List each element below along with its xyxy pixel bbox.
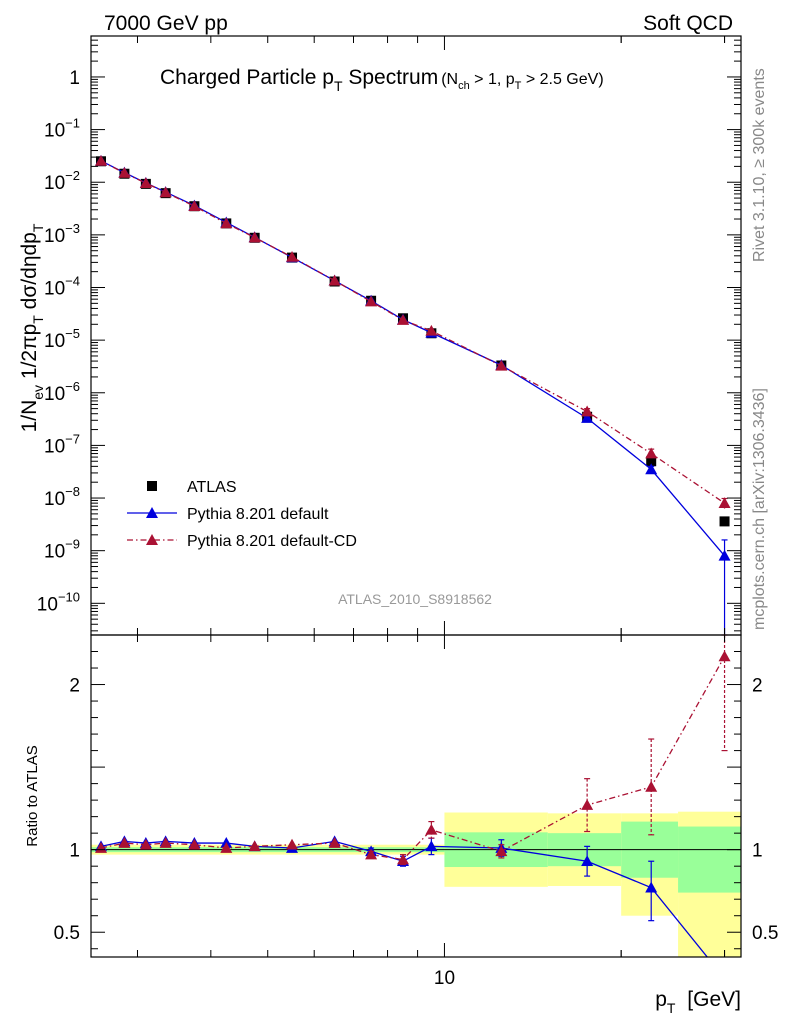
main-line-1 xyxy=(100,160,726,557)
ratio-point-1-15 xyxy=(718,650,731,662)
y-tick-label-7: 10−3 xyxy=(44,221,80,247)
mcplots-label: mcplots.cern.ch [arXiv:1306.3436] xyxy=(751,388,768,630)
ratio-ytick-label-right-1: 1 xyxy=(752,841,763,862)
ratio-point-0-14 xyxy=(645,881,658,893)
ratio-ytick-label-right-0: 0.5 xyxy=(752,923,778,944)
header-left: 7000 GeV pp xyxy=(104,12,228,35)
main-line-2 xyxy=(100,160,725,504)
y-tick-label-6: 10−4 xyxy=(44,273,80,299)
ratio-point-1-6 xyxy=(248,840,261,852)
y-tick-label-2: 10−8 xyxy=(44,484,80,510)
main-panel: 10−10 10−9 10−8 10−7 10−6 10−5 10−4 10−3 10−2 10−… xyxy=(18,35,742,636)
ratio-point-0-11 xyxy=(425,840,438,852)
ratio-panel: 10 0.5 0.5 1 1 2 2 Ratio to ATLAS pT [GeV] xyxy=(24,634,778,1016)
ratio-ytick-label-left-2: 2 xyxy=(69,676,80,697)
ratio-point-1-7 xyxy=(286,838,299,850)
y-tick-label-9: 10−1 xyxy=(44,116,80,142)
main-point-2-1 xyxy=(118,166,131,178)
ratio-line-1 xyxy=(100,656,726,861)
ratio-point-1-5 xyxy=(220,842,233,853)
chart-title: Charged Particle pT Spectrum (Nch > 1, pT… xyxy=(160,66,604,94)
ratio-marks xyxy=(91,634,741,957)
y-tick-label-3: 10−7 xyxy=(44,431,80,457)
ratio-ylabel: Ratio to ATLAS xyxy=(24,745,41,846)
x-tick-label-0: 10 xyxy=(434,968,455,989)
main-point-2-15 xyxy=(718,497,731,508)
ratio-ytick-label-left-0: 0.5 xyxy=(54,923,80,944)
watermark: ATLAS_2010_S8918562 xyxy=(338,591,492,607)
ratio-ticks: 10 0.5 0.5 1 1 2 2 xyxy=(54,634,778,989)
main-point-2-10 xyxy=(397,314,410,325)
main-point-atlas-14 xyxy=(646,456,657,467)
legend-label-cd: Pythia 8.201 default-CD xyxy=(187,533,357,550)
main-point-2-13 xyxy=(581,405,594,417)
main-point-1-15 xyxy=(718,549,731,561)
main-point-2-9 xyxy=(365,295,378,307)
y-tick-label-5: 10−5 xyxy=(44,326,80,352)
ratio-point-1-4 xyxy=(188,838,201,850)
ratio-point-1-8 xyxy=(328,837,341,848)
main-point-2-0 xyxy=(94,155,107,166)
ratio-point-1-1 xyxy=(118,837,131,848)
ratio-point-1-2 xyxy=(139,838,152,850)
legend-label-atlas: ATLAS xyxy=(187,479,237,496)
legend-label-default: Pythia 8.201 default xyxy=(187,506,329,523)
ratio-point-1-14 xyxy=(645,780,658,792)
main-point-2-3 xyxy=(159,186,172,198)
ratio-point-1-3 xyxy=(159,837,172,848)
legend: ATLAS Pythia 8.201 default Pythia 8.201 … xyxy=(127,479,357,550)
main-marks xyxy=(94,154,731,635)
y-tick-label-0: 10−10 xyxy=(37,589,80,615)
legend-marker-cd xyxy=(146,534,158,545)
legend-marker-default xyxy=(146,507,158,518)
ratio-point-1-10 xyxy=(397,853,410,865)
ratio-ytick-label-right-2: 2 xyxy=(752,676,763,697)
ratio-point-1-12 xyxy=(495,845,508,857)
main-point-1-13 xyxy=(581,412,594,423)
rivet-label: Rivet 3.1.10, ≥ 300k events xyxy=(751,68,768,262)
main-point-2-11 xyxy=(425,324,438,336)
ratio-point-1-9 xyxy=(365,848,378,860)
main-point-2-2 xyxy=(139,177,152,188)
y-tick-label-10: 1 xyxy=(69,68,80,89)
x-axis-label: pT [GeV] xyxy=(655,988,741,1016)
ratio-point-1-11 xyxy=(425,823,438,835)
ratio-point-0-13 xyxy=(581,855,594,867)
header-right: Soft QCD xyxy=(643,12,733,35)
ratio-frame xyxy=(90,634,742,958)
main-point-2-12 xyxy=(495,359,508,371)
band-inner-4 xyxy=(678,826,741,893)
main-ticks: 10−10 10−9 10−8 10−7 10−6 10−5 10−4 10−3 10−2 10−… xyxy=(37,35,741,635)
ratio-ytick-label-left-1: 1 xyxy=(69,841,80,862)
y-tick-label-8: 10−2 xyxy=(44,168,80,194)
main-point-2-8 xyxy=(328,274,341,286)
ratio-line-0 xyxy=(100,840,709,957)
main-ylabel: 1/Nev 1/2πpT dσ/dηdpT xyxy=(18,223,46,432)
main-point-1-14 xyxy=(645,463,658,475)
main-point-2-7 xyxy=(286,250,299,262)
y-tick-label-4: 10−6 xyxy=(44,379,80,405)
main-point-2-5 xyxy=(220,217,233,229)
y-tick-label-1: 10−9 xyxy=(44,537,80,563)
main-point-2-6 xyxy=(248,231,261,243)
legend-marker-atlas xyxy=(147,481,157,491)
main-point-2-4 xyxy=(188,200,201,212)
main-point-atlas-15 xyxy=(719,516,730,527)
ratio-point-1-13 xyxy=(581,799,594,810)
main-point-2-14 xyxy=(645,447,658,459)
